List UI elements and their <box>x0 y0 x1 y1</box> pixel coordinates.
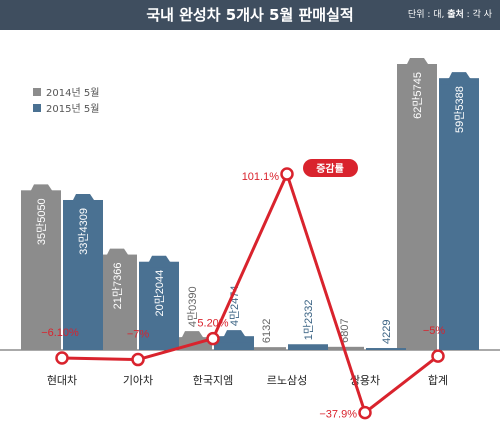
source-label: 출처 <box>447 10 464 20</box>
legend-label: 2014년 5월 <box>46 87 99 99</box>
bar-2015-value-label: 33만4309 <box>77 208 90 255</box>
bar-2015-car-top <box>139 255 179 268</box>
bar-2014 <box>246 347 286 350</box>
change-rate-label: −6.10% <box>41 327 79 339</box>
change-rate-point <box>131 352 145 367</box>
source-value: : 각 사 <box>463 10 492 20</box>
bar-2014-value-label: 21만7366 <box>111 263 124 310</box>
change-rate-point <box>431 349 445 363</box>
bar-2015-value-label: 1만2332 <box>302 300 315 341</box>
bar-2014-value-label: 62만5745 <box>411 72 424 119</box>
bar-2015-value-label: 20만2044 <box>153 270 166 317</box>
change-rate-label: −5% <box>423 325 446 337</box>
change-rate-point <box>55 351 69 365</box>
unit-prefix: 단위 : 대, <box>407 10 448 20</box>
x-tick-label: 현대차 <box>47 374 77 387</box>
change-rate-label: 5.20% <box>197 318 228 330</box>
change-rate-tag <box>303 159 358 177</box>
x-tick-label: 합계 <box>428 374 448 387</box>
x-tick-label: 한국지엠 <box>193 374 233 387</box>
bar-2014-car-top <box>21 184 61 197</box>
bar-2015-value-label: 4229 <box>381 320 393 344</box>
bar-2014 <box>21 190 61 350</box>
change-rate-label: 101.1% <box>242 171 280 183</box>
x-tick-label: 르노삼성 <box>267 374 307 387</box>
change-rate-point <box>280 167 294 181</box>
bar-2014 <box>97 254 137 350</box>
bar-2015-car-top <box>439 72 479 85</box>
bar-2015 <box>439 78 479 351</box>
bar-2015 <box>366 348 406 350</box>
legend-swatch <box>33 104 41 112</box>
x-tick-label: 쌍용차 <box>350 374 380 387</box>
x-tick-label: 기아차 <box>123 374 153 387</box>
bar-2014-car-top <box>97 248 137 261</box>
bar-2015 <box>139 261 179 350</box>
legend-swatch <box>33 88 41 96</box>
change-rate-point <box>206 331 220 346</box>
change-rate-line <box>61 172 439 415</box>
bar-2015 <box>288 344 328 350</box>
bar-2015-car-top <box>63 193 103 206</box>
title-bar <box>0 0 500 30</box>
bar-2014-car-top <box>397 58 437 70</box>
unit-note: 단위 : 대, 출처 : 각 사 <box>408 0 492 30</box>
bar-2015-value-label: 59만5388 <box>453 86 466 133</box>
bar-2014 <box>397 64 437 350</box>
bar-2014-value-label: 4만0390 <box>186 286 199 327</box>
bar-2014-value-label: 6807 <box>339 318 351 342</box>
change-rate-point <box>358 405 372 420</box>
change-rate-tag-label: 증감률 <box>316 163 344 175</box>
legend-label: 2015년 5월 <box>46 103 99 115</box>
bar-2014-value-label: 6132 <box>261 319 273 343</box>
chart-title: 국내 완성차 5개사 5월 판매실적 <box>146 6 354 24</box>
change-rate-label: −7% <box>127 329 150 341</box>
change-rate-label: −37.9% <box>319 409 357 421</box>
bar-2015-car-top <box>214 330 254 343</box>
bar-2015 <box>63 199 103 350</box>
bar-2014-value-label: 35만5050 <box>35 198 48 245</box>
